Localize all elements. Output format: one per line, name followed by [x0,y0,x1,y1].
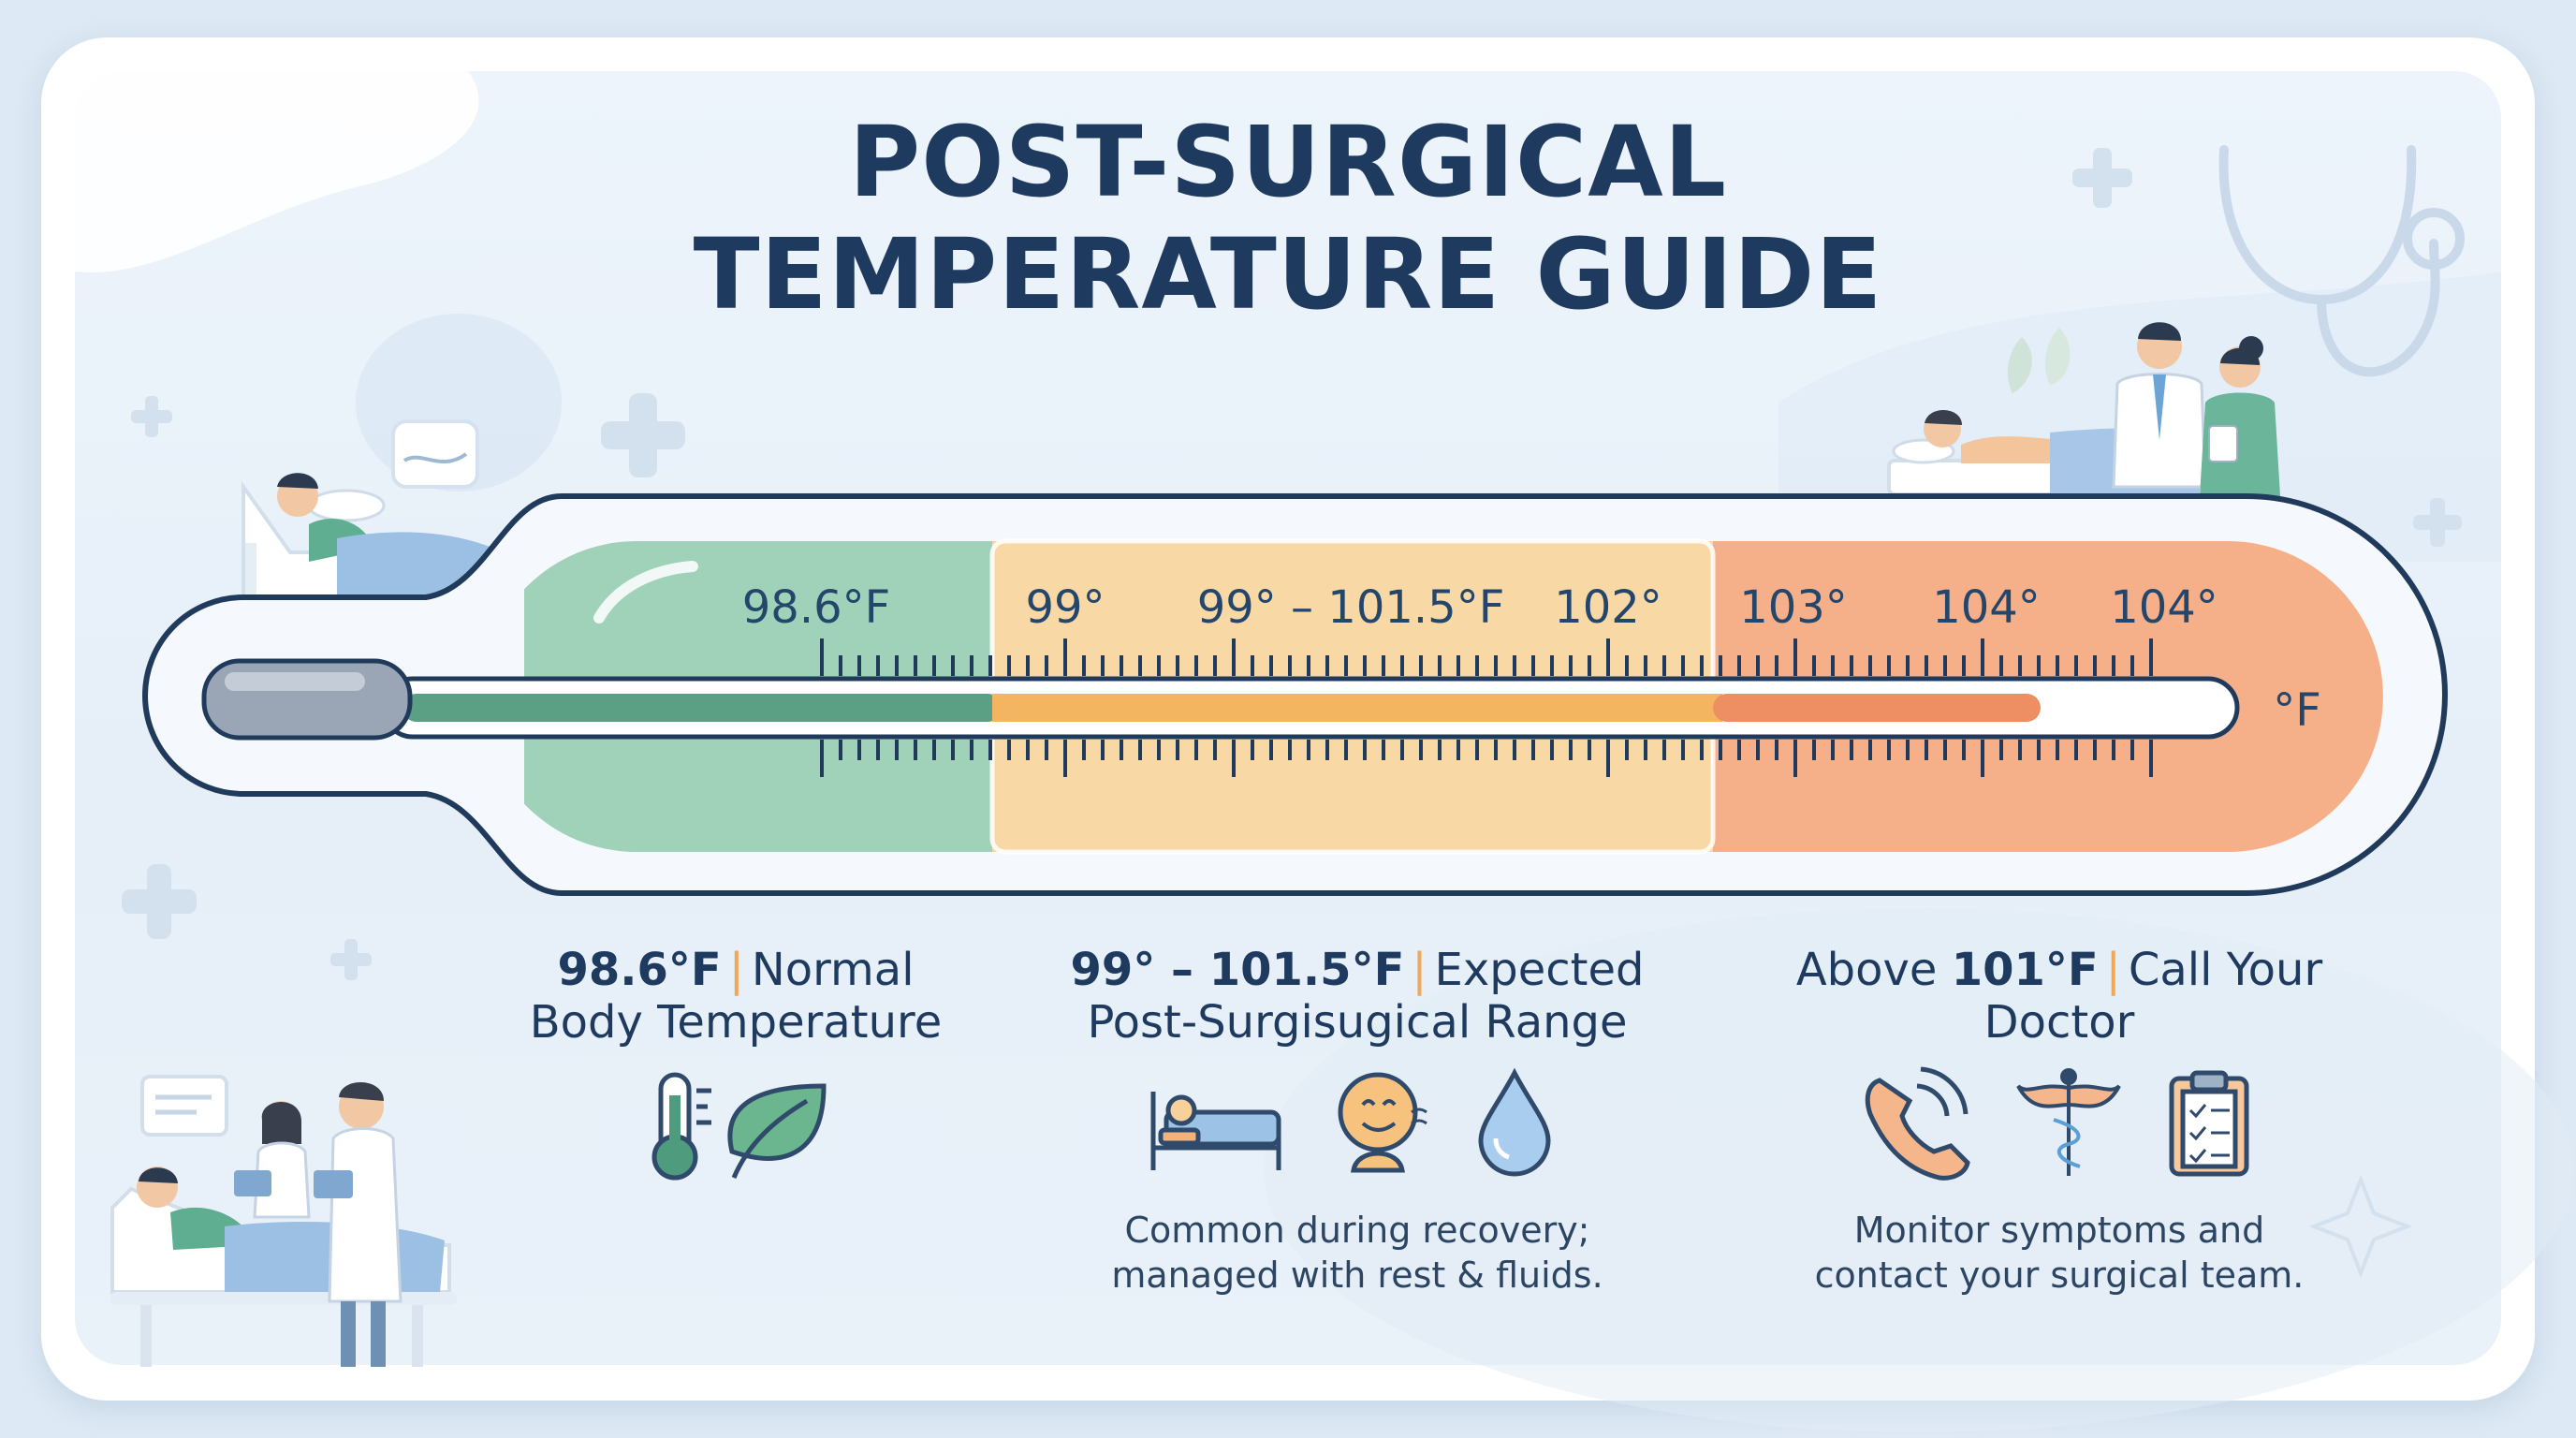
glass-highlight [593,561,698,624]
label-103: 103° [1739,581,1848,634]
call-doctor-line2: Doctor [1983,996,2135,1049]
caduceus-icon [2016,1068,2121,1176]
label-99: 99° [1025,581,1105,634]
call-doctor-line1: Above 101°F | Call Your [1795,944,2323,996]
mercury-expected [992,694,1722,722]
expected-range-line2: Post-Surgisugical Range [1087,996,1628,1049]
expected-range-note: Common during recovery; managed with res… [1076,1208,1638,1298]
mercury-normal [402,694,1002,722]
unit-label: °F [2273,684,2321,737]
plus-sign-decor [122,148,2462,980]
doctors-with-patient-illustration [110,1075,457,1367]
care-team-illustration [1887,322,2280,496]
thermometer-icon [651,1072,711,1181]
call-doctor-value: 101°F [1951,944,2099,996]
leaf-icon [727,1083,827,1179]
normal-temp-value: 98.6°F [557,944,722,996]
clipboard-icon [2169,1070,2249,1177]
expected-range-heading: Expected [1434,944,1645,996]
label-expected-range: 99° – 101.5°F [1197,581,1505,634]
expected-range-value: 99° – 101.5°F [1070,944,1405,996]
call-doctor-note-line1: Monitor symptoms and [1853,1210,2265,1251]
call-doctor-caption: Above 101°F | Call Your Doctor [1760,944,2359,1049]
bed-icon [1150,1092,1281,1170]
expected-range-note-line1: Common during recovery; [1124,1210,1590,1251]
call-doctor-note: Monitor symptoms and contact your surgic… [1778,1208,2340,1298]
stethoscope-decor [2218,145,2465,377]
normal-temp-caption: 98.6°F | Normal Body Temperature [455,944,1017,1049]
smiley-icon [1338,1072,1427,1173]
expected-range-note-line2: managed with rest & fluids. [1111,1255,1603,1296]
sparkle-decor [2308,1174,2413,1279]
bulb-shine [225,672,365,691]
normal-temp-heading: Normal [751,944,915,996]
mercury-high [1713,694,2041,722]
call-doctor-prefix: Above [1795,944,1938,996]
expected-range-line1: 99° – 101.5°F | Expected [1070,944,1645,996]
call-doctor-heading: Call Your [2128,944,2323,996]
page-title-line2: TEMPERATURE GUIDE [693,217,1883,331]
phone-icon [1865,1066,1970,1181]
expected-range-caption: 99° – 101.5°F | Expected Post-Surgisugical… [1030,944,1685,1049]
label-104: 104° [1932,581,2041,634]
page-title-line1: POST-SURGICAL [849,105,1727,219]
normal-temp-line2: Body Temperature [529,996,943,1049]
label-104-end: 104° [2110,581,2218,634]
label-102: 102° [1554,581,1662,634]
tick-marks [820,638,2153,777]
scale-labels: 98.6°F 99° 99° – 101.5°F 102° 103° 104° … [742,581,2321,737]
label-98-6: 98.6°F [742,581,890,634]
normal-temp-line1: 98.6°F | Normal [557,944,915,996]
call-doctor-note-line2: contact your surgical team. [1814,1255,2305,1296]
water-drop-icon [1478,1067,1551,1177]
